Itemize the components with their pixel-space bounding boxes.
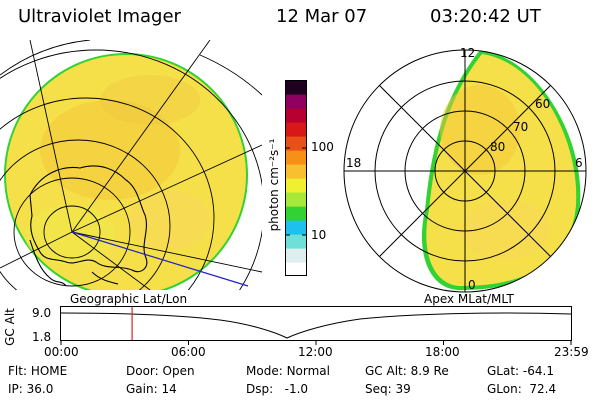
status-ip: IP: 36.0 xyxy=(8,382,54,396)
colorbar-band xyxy=(285,122,307,137)
observation-date: 12 Mar 07 xyxy=(276,6,368,27)
colorbar-unit-label: photon cm⁻²s⁻¹ xyxy=(267,138,281,232)
mlt-label-18: 18 xyxy=(346,156,362,170)
status-flt: Flt: HOME xyxy=(8,364,68,378)
geographic-panel-title: Geographic Lat/Lon xyxy=(70,292,188,306)
polar-grid xyxy=(343,49,587,293)
terminator-line xyxy=(71,231,249,287)
status-mode: Mode: Normal xyxy=(246,364,330,378)
orbit-altitude-curve xyxy=(60,312,572,339)
colorbar-tick-10: 10 xyxy=(311,228,327,242)
colorbar-band xyxy=(285,206,307,221)
colorbar-band xyxy=(285,136,307,151)
mlat-label-70: 70 xyxy=(513,120,529,134)
colorbar-band xyxy=(285,80,307,95)
colorbar-tick-100: 100 xyxy=(311,140,334,154)
mlt-label-6: 6 xyxy=(575,156,583,170)
status-door: Door: Open xyxy=(126,364,195,378)
colorbar xyxy=(285,80,307,276)
mlt-label-12: 12 xyxy=(460,46,476,60)
mlat-label-60: 60 xyxy=(535,97,551,111)
timeline-tick-1200: 12:00 xyxy=(298,345,333,359)
colorbar-band xyxy=(285,234,307,249)
coastline-outline xyxy=(29,165,148,287)
mlat-label-80: 80 xyxy=(490,140,506,154)
observation-time: 03:20:42 UT xyxy=(430,6,541,27)
timeline-tick-1800: 18:00 xyxy=(425,345,460,359)
colorbar-band xyxy=(285,164,307,179)
status-seq: Seq: 39 xyxy=(365,382,411,396)
status-gc-alt: GC Alt: 8.9 Re xyxy=(365,364,449,378)
colorbar-band xyxy=(285,178,307,193)
timeline-tick-0600: 06:00 xyxy=(171,345,206,359)
orbit-altitude-timeline xyxy=(60,306,572,345)
colorbar-band xyxy=(285,94,307,109)
colorbar-band xyxy=(285,150,307,165)
colorbar-band xyxy=(285,192,307,207)
timeline-tick-0000: 00:00 xyxy=(44,345,79,359)
instrument-title: Ultraviolet Imager xyxy=(18,6,181,27)
status-glon: GLon: 72.4 xyxy=(487,382,557,396)
apex-panel-title: Apex MLat/MLT xyxy=(424,292,514,306)
lat-lon-grid xyxy=(0,40,262,290)
status-gain: Gain: 14 xyxy=(126,382,177,396)
timeline-y-tick-1-8: 1.8 xyxy=(32,330,52,344)
status-glat: GLat: -64.1 xyxy=(487,364,554,378)
apex-polar-plot xyxy=(343,49,587,293)
mlt-label-0: 0 xyxy=(468,278,476,292)
timeline-tick-2359: 23:59 xyxy=(554,345,589,359)
colorbar-band xyxy=(285,108,307,123)
colorbar-band xyxy=(285,262,307,276)
colorbar-band xyxy=(285,248,307,263)
colorbar-band xyxy=(285,220,307,235)
status-dsp: Dsp: -1.0 xyxy=(246,382,309,396)
timeline-y-label: GC Alt xyxy=(3,308,17,346)
timeline-y-tick-9: 9.0 xyxy=(32,306,52,320)
